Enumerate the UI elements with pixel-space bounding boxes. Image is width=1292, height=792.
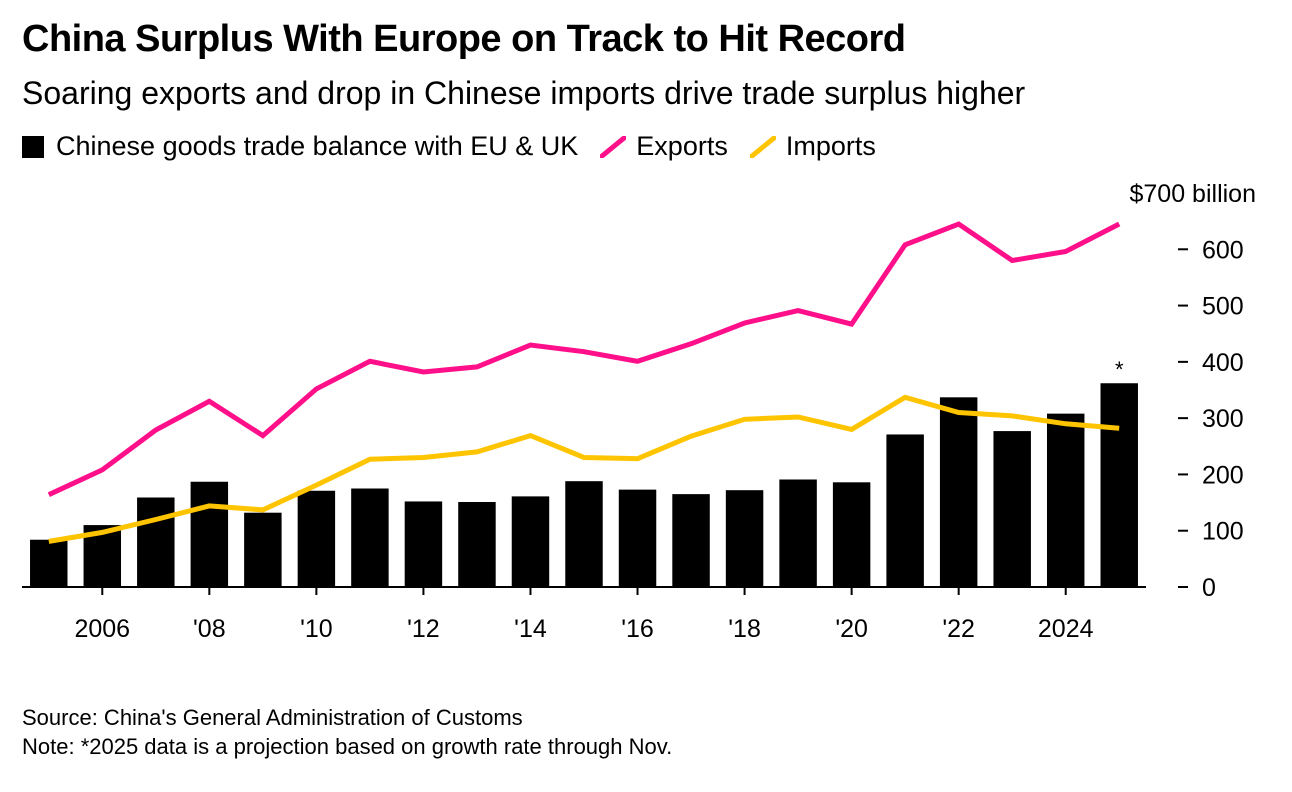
imports-line-point-2022: [958, 412, 959, 413]
imports-line-point-2015: [584, 457, 585, 458]
exports-line-point-2005: [48, 494, 49, 495]
imports-line-point-2018: [744, 419, 745, 420]
exports-line-point-2018: [744, 323, 745, 324]
y-tick-label-500: 500: [1202, 293, 1244, 321]
exports-line-point-2017: [691, 343, 692, 344]
y-tick-label-0: 0: [1202, 574, 1216, 602]
imports-line-point-2012: [423, 457, 424, 458]
exports-line-point-2024: [1065, 251, 1066, 252]
legend-item-balance: Chinese goods trade balance with EU & UK: [22, 131, 578, 162]
chart-subtitle: Soaring exports and drop in Chinese impo…: [22, 75, 1026, 111]
balance-swatch-icon: [22, 135, 44, 158]
imports-line-point-2008: [209, 505, 210, 506]
balance-bar-2013: [458, 502, 496, 587]
balance-bar-2017: [672, 494, 710, 587]
imports-line-point-2025: [1119, 428, 1120, 429]
imports-line-point-2006: [102, 532, 103, 533]
exports-line-point-2016: [637, 361, 638, 362]
balance-bar-2024: [1046, 413, 1085, 587]
balance-bar-2012: [404, 501, 443, 587]
balance-bar-2005: [30, 539, 68, 587]
exports-line-point-2012: [423, 371, 424, 372]
exports-line-point-2013: [476, 366, 477, 367]
balance-bar-2021: [886, 434, 924, 587]
balance-bar-2022: [939, 397, 978, 587]
legend: Chinese goods trade balance with EU & UK…: [22, 131, 898, 162]
y-tick-label-700: $700 billion: [1130, 180, 1257, 208]
legend-item-imports: Imports: [749, 131, 876, 162]
x-tick-label-2020: '20: [835, 615, 868, 643]
balance-bar-2025: [1100, 383, 1138, 587]
source-note: Source: China's General Administration o…: [22, 705, 523, 730]
y-tick-label-100: 100: [1202, 518, 1244, 546]
exports-line-point-2007: [155, 429, 156, 430]
imports-line-point-2007: [155, 519, 156, 520]
imports-line-point-2020: [851, 429, 852, 430]
x-tick-label-2024: 2024: [1038, 615, 1094, 643]
balance-bar-2008: [190, 481, 229, 587]
imports-line-point-2013: [476, 451, 477, 452]
x-tick-label-2018: '18: [728, 615, 761, 643]
legend-item-exports: Exports: [600, 131, 728, 162]
exports-swatch-icon: [600, 135, 627, 158]
exports-line-point-2020: [851, 324, 852, 325]
chart-title: China Surplus With Europe on Track to Hi…: [22, 18, 906, 60]
exports-line-point-2025: [1119, 223, 1120, 224]
legend-label-imports: Imports: [785, 131, 876, 161]
projection-note: Note: *2025 data is a projection based o…: [22, 734, 673, 759]
imports-line-point-2005: [48, 541, 49, 542]
imports-line-point-2010: [316, 485, 317, 486]
exports-line-point-2010: [316, 388, 317, 389]
imports-line-point-2014: [530, 435, 531, 436]
imports-line-point-2011: [369, 459, 370, 460]
exports-line-point-2022: [958, 223, 959, 224]
balance-bar-2019: [779, 479, 817, 587]
x-tick-label-2014: '14: [514, 615, 547, 643]
balance-bar-2016: [618, 489, 657, 587]
x-tick-label-2010: '10: [300, 615, 333, 643]
exports-line-point-2014: [530, 344, 531, 345]
legend-label-exports: Exports: [636, 131, 728, 161]
imports-line-point-2019: [798, 417, 799, 418]
x-tick-label-2008: '08: [193, 615, 226, 643]
balance-bar-2018: [725, 490, 764, 587]
balance-bar-2020: [832, 482, 871, 587]
imports-swatch-icon: [749, 135, 776, 158]
balance-bar-2009: [244, 512, 282, 587]
y-tick-label-600: 600: [1202, 236, 1244, 264]
x-tick-label-2012: '12: [407, 615, 440, 643]
exports-line: [47, 221, 1121, 497]
x-tick-label-2022: '22: [942, 615, 975, 643]
imports-line-point-2023: [1012, 415, 1013, 416]
imports-line-point-2024: [1065, 423, 1066, 424]
exports-line-point-2019: [798, 310, 799, 311]
balance-bar-2010: [297, 490, 336, 587]
imports-line-point-2016: [637, 458, 638, 459]
exports-line-point-2006: [102, 469, 103, 470]
balance-bar-2023: [993, 431, 1031, 587]
imports-line-point-2017: [691, 436, 692, 437]
y-tick-label-200: 200: [1202, 461, 1244, 489]
balance-bar-2015: [565, 481, 603, 587]
exports-line-point-2008: [209, 401, 210, 402]
imports-line: [48, 394, 1120, 544]
balance-bar-2007: [137, 497, 175, 587]
legend-label-balance: Chinese goods trade balance with EU & UK: [56, 131, 579, 161]
exports-line-point-2021: [905, 244, 906, 245]
imports-line-point-2021: [905, 397, 906, 398]
y-tick-label-400: 400: [1202, 349, 1244, 377]
exports-line-point-2015: [584, 351, 585, 352]
projection-asterisk: *: [1115, 357, 1124, 382]
y-tick-label-300: 300: [1202, 405, 1244, 433]
exports-line-point-2011: [369, 361, 370, 362]
imports-line-point-2009: [262, 509, 263, 510]
x-tick-label-2006: 2006: [74, 615, 130, 643]
balance-bar-2014: [511, 496, 550, 587]
exports-line-point-2009: [262, 435, 263, 436]
x-tick-label-2016: '16: [621, 615, 654, 643]
exports-line-point-2023: [1012, 260, 1013, 261]
balance-bar-2011: [351, 488, 389, 587]
